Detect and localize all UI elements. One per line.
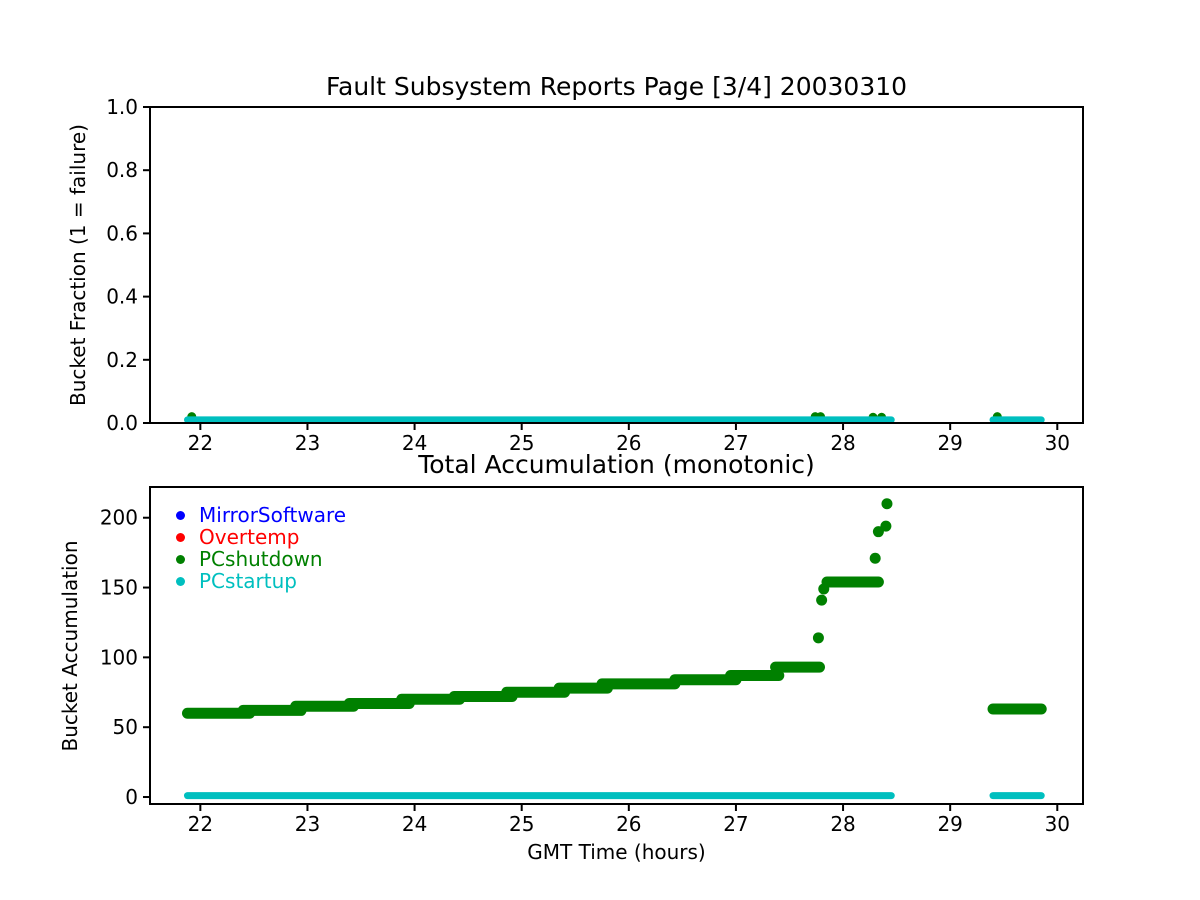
x-tick-label: 23 xyxy=(295,812,320,836)
series-pcshutdown-point xyxy=(812,632,824,644)
legend-item-overtemp: Overtemp xyxy=(176,526,346,548)
y-tick-label: 0 xyxy=(125,785,138,809)
x-tick-label: 23 xyxy=(295,431,320,455)
y-tick-label: 1.0 xyxy=(106,95,138,119)
legend-label: PCshutdown xyxy=(199,547,323,571)
x-tick-label: 24 xyxy=(402,812,427,836)
x-tick-label: 22 xyxy=(188,431,213,455)
x-tick-label: 22 xyxy=(188,812,213,836)
y-tick-label: 0.2 xyxy=(106,348,138,372)
x-tick-label: 26 xyxy=(616,431,641,455)
series-pcshutdown-point xyxy=(880,520,892,532)
legend-item-pcshutdown: PCshutdown xyxy=(176,548,346,570)
y-tick-label: 0.6 xyxy=(106,221,138,245)
legend-label: MirrorSoftware xyxy=(199,503,347,527)
x-tick-label: 26 xyxy=(616,812,641,836)
bottom-chart-xlabel: GMT Time (hours) xyxy=(527,840,706,864)
pcstartup-marker-icon xyxy=(176,576,185,586)
legend-item-pcstartup: PCstartup xyxy=(176,570,346,592)
y-tick-label: 200 xyxy=(100,506,138,530)
x-tick-label: 25 xyxy=(509,812,534,836)
x-tick-label: 28 xyxy=(830,812,855,836)
x-tick-label: 29 xyxy=(937,431,962,455)
legend-label: PCstartup xyxy=(199,569,297,593)
x-tick-label: 27 xyxy=(723,812,748,836)
x-tick-label: 29 xyxy=(937,812,962,836)
top-chart-title: Fault Subsystem Reports Page [3/4] 20030… xyxy=(325,72,908,101)
bottom-chart-title: Total Accumulation (monotonic) xyxy=(418,450,815,479)
x-tick-label: 27 xyxy=(723,431,748,455)
mirrorsoftware-marker-icon xyxy=(176,510,185,520)
axes-frame xyxy=(149,486,1084,805)
legend: MirrorSoftware Overtemp PCshutdown PCsta… xyxy=(176,504,346,592)
x-tick-label: 24 xyxy=(402,431,427,455)
pcshutdown-marker-icon xyxy=(176,554,185,564)
x-tick-label: 30 xyxy=(1045,431,1070,455)
y-tick-label: 150 xyxy=(100,576,138,600)
axes-frame xyxy=(149,106,1084,424)
x-tick-label: 30 xyxy=(1045,812,1070,836)
legend-label: Overtemp xyxy=(199,525,300,549)
series-pcshutdown-point xyxy=(869,552,881,564)
x-tick-label: 28 xyxy=(830,431,855,455)
y-tick-label: 0.0 xyxy=(106,411,138,435)
y-tick-label: 100 xyxy=(100,645,138,669)
y-tick-label: 0.8 xyxy=(106,158,138,182)
series-pcshutdown-point xyxy=(816,594,828,606)
series-pcshutdown-point xyxy=(818,583,830,595)
series-pcshutdown-point xyxy=(872,526,884,538)
overtemp-marker-icon xyxy=(176,532,185,542)
legend-item-mirrorsoftware: MirrorSoftware xyxy=(176,504,346,526)
y-tick-label: 50 xyxy=(113,715,138,739)
y-tick-label: 0.4 xyxy=(106,285,138,309)
x-tick-label: 25 xyxy=(509,431,534,455)
series-pcshutdown-point xyxy=(881,498,893,510)
